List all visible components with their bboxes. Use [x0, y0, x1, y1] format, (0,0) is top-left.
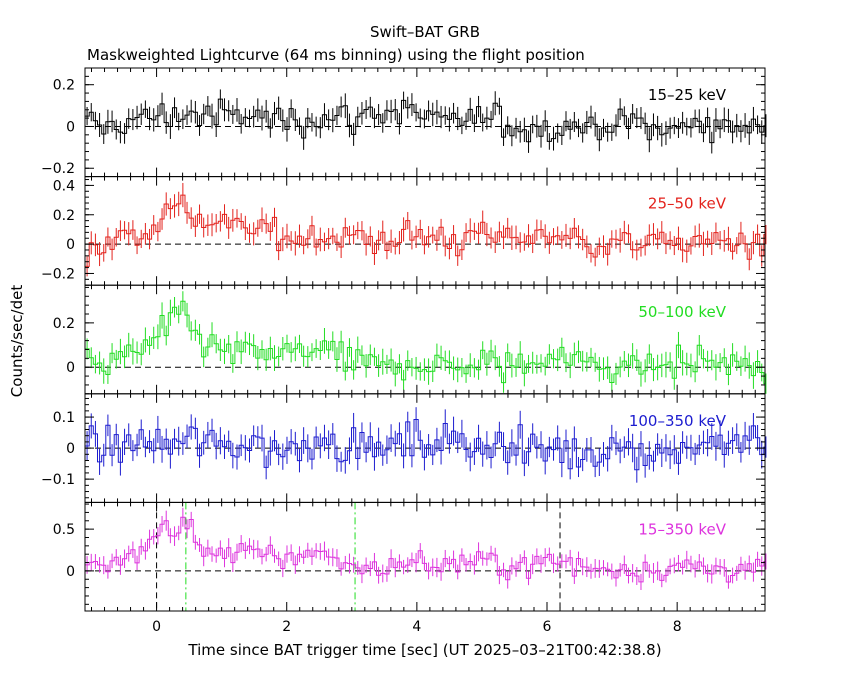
y-tick-label: 0.4 — [53, 178, 75, 194]
rate-histogram — [85, 194, 765, 267]
band-label: 50–100 keV — [638, 303, 726, 321]
panel-frame — [84, 501, 766, 612]
y-tick-label: −0.2 — [41, 266, 75, 282]
y-tick-label: 0 — [66, 119, 75, 135]
panel-frame — [84, 176, 766, 286]
y-tick-label: 0 — [66, 237, 75, 253]
y-tick-label: 0.2 — [53, 316, 75, 332]
band-label: 15–350 keV — [638, 520, 726, 538]
figure-title: Swift–BAT GRB — [370, 23, 480, 41]
x-tick-label: 8 — [673, 619, 682, 635]
x-tick-label: 0 — [152, 619, 161, 635]
rate-histogram — [85, 300, 765, 385]
y-tick-label: 0 — [66, 360, 75, 376]
band-label: 25–50 keV — [648, 195, 727, 213]
panel-4: −0.1 0 0.1 100–350 keV — [41, 393, 767, 503]
x-tick-label: 2 — [282, 619, 291, 635]
x-tick-label: 6 — [543, 619, 552, 635]
panel-2: −0.2 0 0.2 0.4 25–50 keV — [41, 176, 767, 286]
panel-1: −0.2 0 0.2 15–25 keV — [41, 67, 767, 177]
y-tick-label: 0 — [66, 564, 75, 580]
rate-histogram — [85, 98, 765, 144]
band-label: 100–350 keV — [629, 412, 727, 430]
panel-3: 0 0.2 50–100 keV — [53, 284, 767, 395]
y-tick-label: −0.2 — [41, 161, 75, 177]
panel-5: 0 0.5 15–350 keV — [53, 501, 767, 612]
y-tick-label: 0.2 — [53, 208, 75, 224]
rate-histogram — [85, 419, 765, 471]
panel-frame — [84, 284, 766, 395]
rate-histogram — [85, 516, 765, 583]
panels-group: −0.2 0 0.2 15–25 keV −0.2 0 0.2 0.4 25–50 keV 0 0.… — [41, 67, 767, 635]
x-axis-label: Time since BAT trigger time [sec] (UT 20… — [187, 641, 661, 659]
y-tick-label: 0.1 — [53, 410, 75, 426]
y-tick-label: 0 — [66, 441, 75, 457]
y-tick-label: 0.2 — [53, 78, 75, 94]
x-tick-label: 4 — [412, 619, 421, 635]
y-tick-label: 0.5 — [53, 522, 75, 538]
y-axis-label: Counts/sec/det — [8, 285, 26, 398]
band-label: 15–25 keV — [648, 86, 727, 104]
figure-subtitle: Maskweighted Lightcurve (64 ms binning) … — [87, 46, 585, 64]
y-tick-label: −0.1 — [41, 472, 75, 488]
